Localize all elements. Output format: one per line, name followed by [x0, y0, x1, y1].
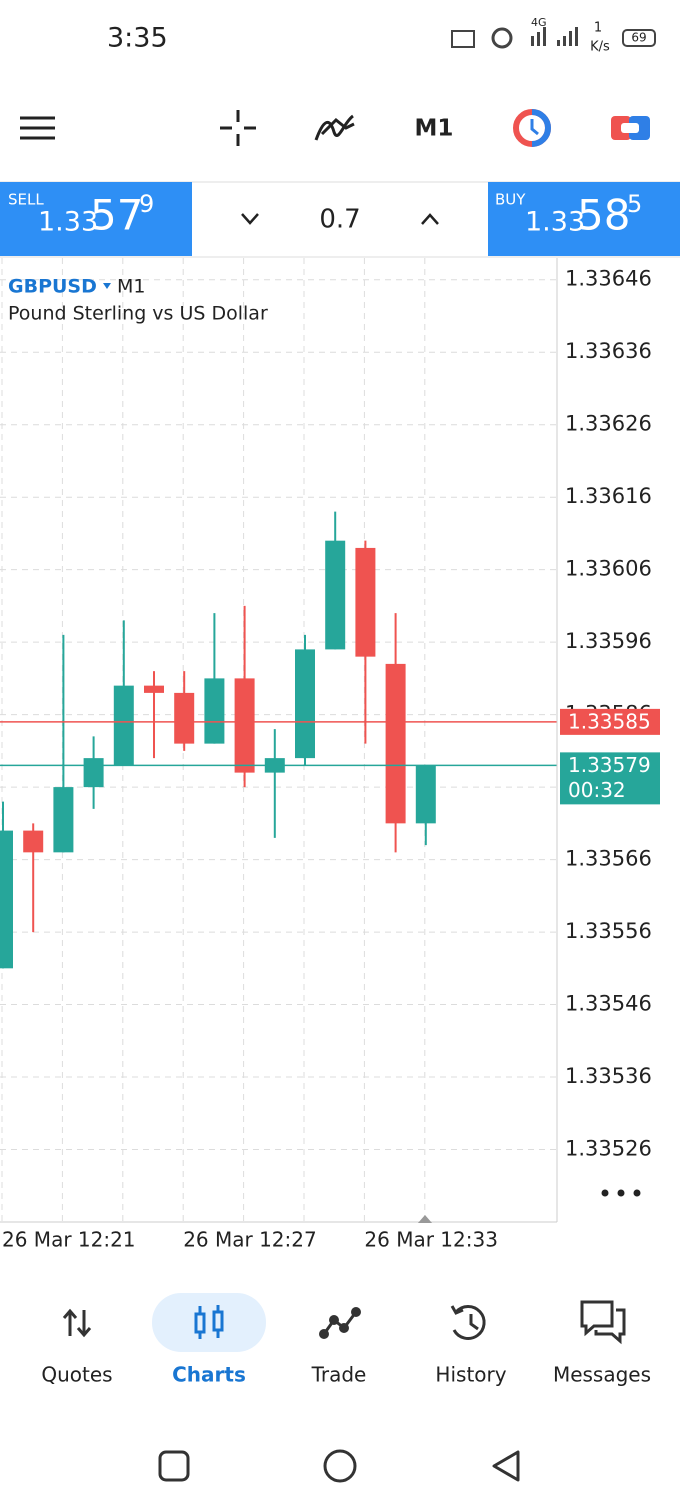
x-tick-label: 26 Mar 12:27 [183, 1228, 317, 1252]
y-tick-label: 1.33596 [565, 629, 652, 653]
candle-body [144, 685, 164, 693]
speed-value: 1 [594, 21, 602, 36]
price-chart: 1.33646 1.33636 1.33626 1.33616 1.33606 1.335… [0, 258, 660, 1252]
x-tick-label: 26 Mar 12:21 [2, 1228, 136, 1252]
history-icon [450, 1304, 486, 1340]
bottom-nav: Quotes Charts Trade History Messages [41, 1363, 651, 1387]
recents-button[interactable] [158, 1450, 190, 1482]
chart-timeframe: M1 [117, 276, 145, 298]
candle-body [234, 678, 255, 773]
candle-body [0, 830, 13, 969]
back-button[interactable] [492, 1450, 520, 1482]
trade-icon [319, 1307, 361, 1339]
candle-body [385, 663, 406, 824]
ask-price-label: 1.33585 [568, 709, 651, 733]
candle-body [113, 685, 134, 766]
messages-icon [580, 1300, 626, 1345]
active-tab-pill [152, 1293, 266, 1352]
buy-big: 58 [577, 191, 630, 240]
y-tick-label: 1.33526 [565, 1137, 652, 1161]
y-tick-label: 1.33606 [565, 557, 652, 581]
candle-body [325, 540, 346, 650]
network-type: 4G [531, 16, 547, 29]
sell-pip: 9 [139, 190, 154, 218]
sell-button[interactable] [0, 182, 192, 256]
symbol[interactable]: GBPUSD [8, 276, 97, 298]
y-tick-label: 1.33616 [565, 484, 652, 508]
nav-tab[interactable]: History [435, 1363, 506, 1387]
nav-tab[interactable]: Quotes [41, 1363, 112, 1387]
bid-label-box [560, 752, 660, 805]
buy-prefix: 1.33 [525, 207, 585, 238]
battery: 69 [631, 31, 646, 45]
volume-down[interactable] [241, 213, 259, 225]
symbol-dropdown [103, 283, 111, 289]
volume[interactable]: 0.7 [319, 205, 360, 235]
candle-body [204, 678, 225, 744]
buy-pip: 5 [627, 190, 642, 218]
buy-label: BUY [495, 191, 526, 209]
clock: 3:35 [107, 23, 168, 54]
sell-prefix: 1.33 [38, 207, 98, 238]
y-tick-label: 1.33566 [565, 847, 652, 871]
speed-unit: K/s [590, 40, 610, 55]
sell-label: SELL [8, 191, 44, 209]
trade-button[interactable] [611, 116, 650, 140]
ask-label-box [560, 708, 660, 735]
candle-body [415, 765, 436, 824]
candle-body [53, 787, 74, 853]
y-tick-label: 1.33546 [565, 992, 652, 1016]
bar-timer: 00:32 [568, 778, 626, 802]
symbol-description: Pound Sterling vs US Dollar [8, 303, 268, 325]
sell-big: 57 [90, 191, 143, 240]
home-button[interactable] [323, 1449, 357, 1483]
y-tick-label: 1.33646 [565, 267, 652, 291]
timeframe-button[interactable]: M1 [415, 116, 454, 142]
y-tick-label: 1.33556 [565, 919, 652, 943]
x-tick-label: 26 Mar 12:33 [364, 1228, 498, 1252]
one-click-button[interactable] [513, 109, 551, 147]
nav-tab[interactable]: Trade [311, 1363, 367, 1387]
y-tick-label: 1.33636 [565, 339, 652, 363]
crosshair-button[interactable] [220, 110, 256, 146]
volume-up[interactable] [421, 213, 439, 225]
shift-marker [418, 1215, 432, 1223]
charts-icon [194, 1305, 224, 1339]
candle-body [355, 547, 376, 657]
y-tick-label: 1.33626 [565, 412, 652, 436]
bid-price-label: 1.33579 [568, 753, 651, 777]
candle-body [295, 649, 315, 759]
more-button[interactable] [601, 1189, 641, 1197]
buy-button[interactable] [488, 182, 680, 256]
indicators-button[interactable] [314, 114, 355, 141]
nav-tab[interactable]: Messages [553, 1363, 651, 1387]
nav-tab[interactable]: Charts [172, 1363, 246, 1387]
status-icons [451, 27, 656, 49]
quotes-icon [62, 1308, 92, 1338]
y-tick-label: 1.33536 [565, 1064, 652, 1088]
candle-body [83, 758, 104, 788]
menu-button[interactable] [20, 116, 55, 140]
candle-body [23, 830, 44, 853]
candle-body [174, 692, 195, 744]
